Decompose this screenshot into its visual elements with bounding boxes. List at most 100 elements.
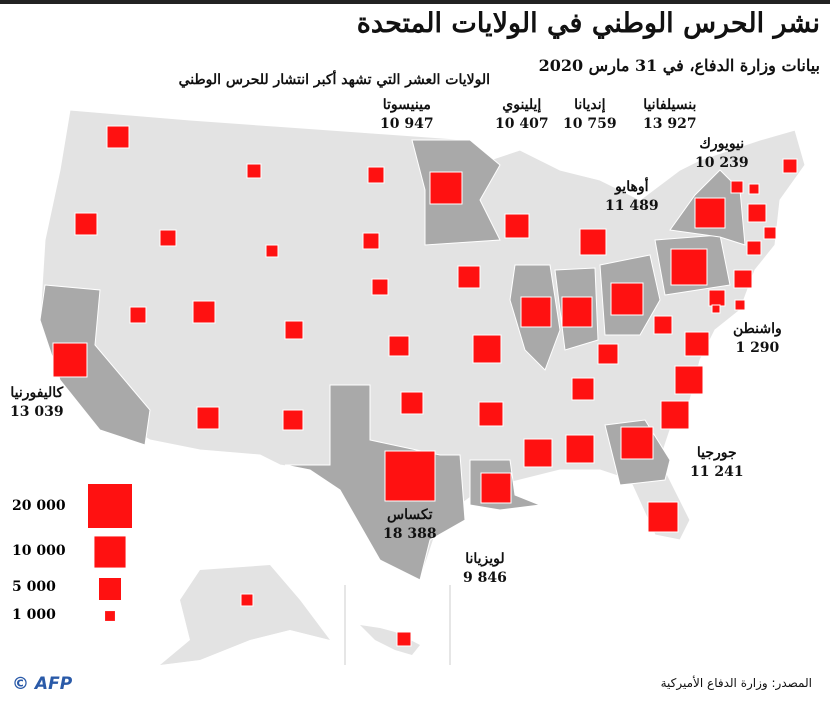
state-marker [746,240,762,256]
legend-square [94,536,126,568]
label-indiana: إنديانا 10 759 [563,96,617,134]
legend-square [99,578,121,600]
state-marker [684,331,710,357]
state-marker [362,232,380,250]
state-value: 10 759 [563,116,617,132]
state-marker [282,409,304,431]
state-marker [734,299,746,311]
state-marker [674,365,704,395]
source-note: المصدر: وزارة الدفاع الأميركية [660,676,812,690]
state-marker [472,334,502,364]
state-marker [730,180,744,194]
texas-shape [284,384,466,581]
state-name: جورجيا [696,445,737,461]
state-marker [400,391,424,415]
top-ten-heading: الولايات العشر التي تشهد أكبر انتشار للح… [178,72,490,88]
state-marker [265,244,279,258]
state-value: 18 388 [383,526,437,542]
state-value: 10 407 [495,116,549,132]
state-value: 10 239 [695,155,749,171]
state-marker [159,229,177,247]
label-pennsylvania: بنسيلفانيا 13 927 [643,96,697,134]
legend-label: 1 000 [12,607,56,623]
top-bar [0,0,830,4]
state-marker [284,320,304,340]
state-marker [367,166,385,184]
state-value: 11 489 [605,198,659,214]
state-name: بنسيلفانيا [643,97,697,113]
label-washington-dc: واشنطن 1 290 [733,320,782,358]
state-marker [763,226,777,240]
state-marker [246,163,262,179]
state-marker [240,593,254,607]
label-louisiana: لويزيانا 9 846 [463,550,507,588]
state-value: 13 039 [10,404,64,420]
state-name: كاليفورنيا [10,385,64,401]
legend-label: 10 000 [12,543,66,559]
label-minnesota: مينيسوتا 10 947 [380,96,434,134]
page-title: نشر الحرس الوطني في الولايات المتحدة [356,8,820,39]
state-marker [747,203,767,223]
state-marker [571,377,595,401]
state-value: 1 290 [735,340,780,356]
state-marker [733,269,753,289]
state-marker [192,300,216,324]
state-marker [523,438,553,468]
afp-logo: © AFP [12,674,73,694]
label-georgia: جورجيا 11 241 [690,444,744,482]
state-name: واشنطن [733,321,782,337]
state-marker [520,296,552,328]
state-name: مينيسوتا [382,97,431,113]
state-name: تكساس [387,507,433,523]
hawaii-shape [360,625,420,655]
state-name: نيويورك [699,136,745,152]
state-marker [579,228,607,256]
state-marker [129,306,147,324]
state-marker [610,282,644,316]
state-marker [620,426,654,460]
state-marker [52,342,88,378]
state-marker [660,400,690,430]
state-name: لويزيانا [465,551,505,567]
state-name: إيلينوي [502,97,542,113]
state-marker [429,171,463,205]
legend-square [105,611,115,621]
legend-square [88,484,132,528]
legend-label: 5 000 [12,579,56,595]
state-name: أوهايو [615,179,649,195]
legend-label: 20 000 [12,498,66,514]
state-value: 10 947 [380,116,434,132]
label-ohio: أوهايو 11 489 [605,178,659,216]
markers [52,125,798,647]
state-marker [504,213,530,239]
state-marker [694,197,726,229]
state-marker [480,472,512,504]
state-marker [388,335,410,357]
state-marker [396,631,412,647]
subtitle: بيانات وزارة الدفاع، في 31 مارس 2020 [538,56,820,75]
label-texas: تكساس 18 388 [383,506,437,544]
label-california: كاليفورنيا 13 039 [10,384,64,422]
california-shape [39,284,151,446]
label-illinois: إيلينوي 10 407 [495,96,549,134]
state-marker [748,183,760,195]
legend-squares [88,484,132,621]
state-marker [670,248,708,286]
state-marker [74,212,98,236]
state-marker [478,401,504,427]
state-marker [708,289,726,307]
state-marker [647,501,679,533]
state-marker [711,304,721,314]
state-marker [457,265,481,289]
state-value: 11 241 [690,464,744,480]
contiguous-us-shape [39,109,806,581]
state-marker [384,450,436,502]
state-value: 13 927 [643,116,697,132]
state-marker [782,158,798,174]
state-marker [371,278,389,296]
state-marker [196,406,220,430]
label-new-york: نيويورك 10 239 [695,135,749,173]
state-marker [565,434,595,464]
